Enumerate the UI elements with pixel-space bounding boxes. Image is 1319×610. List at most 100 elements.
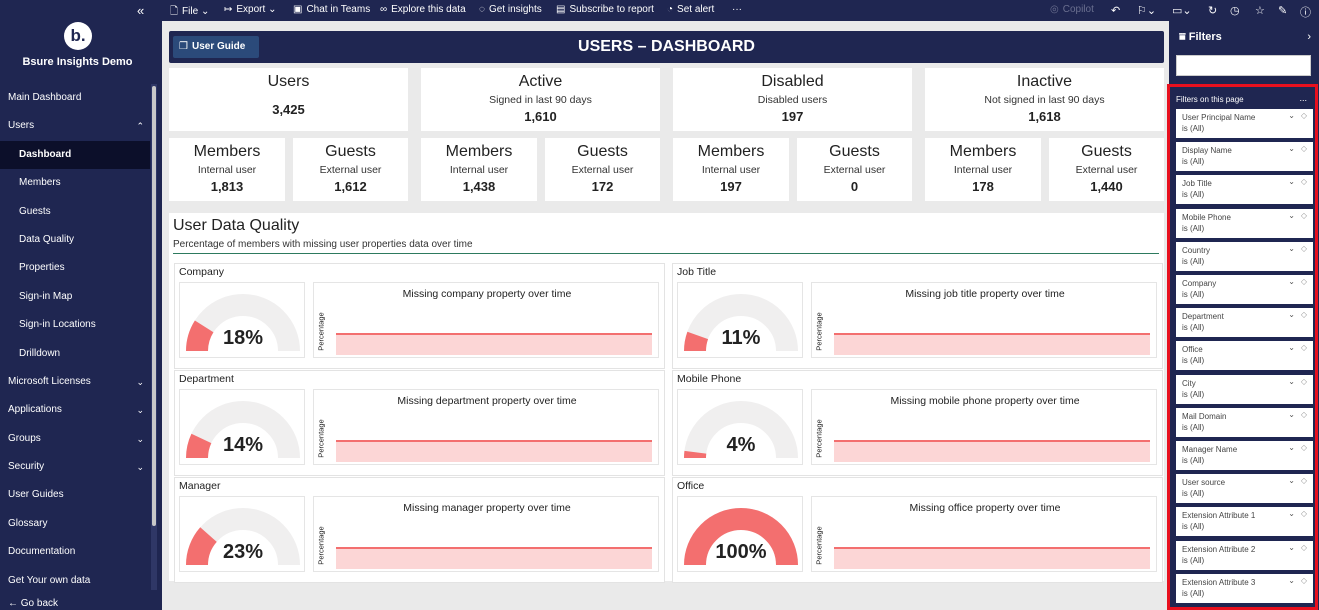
metric-title: Job Title (677, 266, 717, 278)
breakdown-card: Guests External user 1,440 (1049, 138, 1164, 201)
subscribe-button[interactable]: ▤ Subscribe to report (556, 4, 654, 15)
filter-card[interactable]: Country is (All) ⌄ ◇ (1176, 241, 1313, 271)
get-insights-button[interactable]: ◌ Get insights (479, 4, 542, 15)
scrollbar-thumb[interactable] (152, 86, 156, 526)
edit-pencil-icon[interactable]: ✎ (1278, 5, 1288, 17)
filter-card[interactable]: Department is (All) ⌄ ◇ (1176, 308, 1313, 338)
eraser-icon[interactable]: ◇ (1300, 542, 1307, 552)
filter-card[interactable]: Display Name is (All) ⌄ ◇ (1176, 142, 1313, 172)
nav-item[interactable]: Get Your own data (0, 567, 150, 595)
nav-item[interactable]: Sign-in Map (0, 283, 150, 311)
sidebar-scrollbar[interactable] (151, 84, 157, 590)
nav-item[interactable]: Members (0, 169, 150, 197)
chevron-down-icon[interactable]: ⌄ (1288, 376, 1295, 386)
nav-item[interactable]: Security ⌄ (0, 453, 150, 481)
filter-card[interactable]: User Principal Name is (All) ⌄ ◇ (1176, 109, 1313, 138)
nav-item[interactable]: Glossary (0, 510, 150, 538)
filter-card[interactable]: Extension Attribute 3 is (All) ⌄ ◇ (1176, 573, 1313, 603)
eraser-icon[interactable]: ◇ (1300, 376, 1307, 386)
chevron-down-icon[interactable]: ⌄ (1288, 443, 1295, 452)
nav-item[interactable]: User Guides (0, 481, 150, 509)
eraser-icon[interactable]: ◇ (1300, 509, 1307, 519)
metric-title: Department (179, 373, 234, 385)
go-back-link[interactable]: ← Go back (8, 598, 58, 609)
refresh-icon[interactable]: ↻ (1208, 5, 1218, 17)
filter-value: is (All) (1182, 389, 1205, 399)
nav-item[interactable]: Users ⌃ (0, 112, 150, 140)
chevron-down-icon[interactable]: ⌄ (1288, 476, 1295, 486)
eraser-icon[interactable]: ◇ (1300, 210, 1307, 220)
filters-search-input[interactable] (1176, 55, 1311, 76)
chevron-down-icon[interactable]: ⌄ (1288, 277, 1295, 286)
eraser-icon[interactable]: ◇ (1300, 443, 1307, 452)
user-guide-button[interactable]: ❒ User Guide (173, 36, 259, 58)
nav-item[interactable]: Applications ⌄ (0, 396, 150, 424)
filter-card[interactable]: Office is (All) ⌄ ◇ (1176, 341, 1313, 371)
nav-item[interactable]: Microsoft Licenses ⌄ (0, 368, 150, 396)
breakdown-subtitle: Internal user (449, 164, 509, 176)
nav-item[interactable]: Documentation (0, 538, 150, 566)
chevron-down-icon[interactable]: ⌄ (1288, 575, 1295, 585)
filter-card[interactable]: Extension Attribute 1 is (All) ⌄ ◇ (1176, 507, 1313, 537)
filter-card[interactable]: Job Title is (All) ⌄ ◇ (1176, 175, 1313, 205)
nav-item[interactable]: Groups ⌄ (0, 425, 150, 453)
chevron-down-icon[interactable]: ⌄ (1288, 310, 1295, 320)
filter-name: Extension Attribute 1 (1182, 511, 1256, 521)
eraser-icon[interactable]: ◇ (1300, 277, 1307, 286)
eraser-icon[interactable]: ◇ (1300, 144, 1307, 154)
file-menu[interactable]: 🗋 File ⌄ (170, 4, 213, 21)
chevron-up-icon: ⌃ (136, 121, 144, 132)
chat-in-teams-button[interactable]: ▣ Chat in Teams (293, 4, 370, 15)
chevron-down-icon[interactable]: ⌄ (1288, 409, 1295, 419)
chevron-down-icon[interactable]: ⌄ (1288, 243, 1295, 253)
nav-item[interactable]: Main Dashboard (0, 84, 150, 112)
eraser-icon[interactable]: ◇ (1300, 343, 1307, 353)
chevron-down-icon[interactable]: ⌄ (1288, 343, 1295, 353)
more-options-button[interactable]: ··· (732, 4, 742, 15)
filter-card[interactable]: Extension Attribute 2 is (All) ⌄ ◇ (1176, 540, 1313, 570)
eraser-icon[interactable]: ◇ (1300, 111, 1307, 120)
breakdown-title: Members (445, 143, 513, 160)
set-alert-button[interactable]: ◔ Set alert (667, 4, 714, 15)
export-icon: ↦ (224, 4, 233, 15)
chevron-down-icon[interactable]: ⌄ (1288, 111, 1295, 120)
bookmark-icon[interactable]: ⚐⌄ (1137, 5, 1157, 17)
nav-item[interactable]: Drilldown (0, 340, 150, 368)
nav-item[interactable]: Data Quality (0, 226, 150, 254)
chevron-down-icon[interactable]: ⌄ (1288, 177, 1295, 187)
filter-card[interactable]: Company is (All) ⌄ ◇ (1176, 275, 1313, 304)
explore-data-button[interactable]: ∞ Explore this data (380, 4, 466, 15)
nav-item[interactable]: Dashboard (0, 140, 150, 170)
filter-card[interactable]: User source is (All) ⌄ ◇ (1176, 474, 1313, 504)
export-menu[interactable]: ↦ Export ⌄ (224, 4, 280, 15)
comment-icon[interactable]: ◷ (1230, 5, 1240, 17)
view-icon[interactable]: ▭⌄ (1172, 5, 1192, 17)
user-guide-label: User Guide (191, 41, 246, 52)
nav-item[interactable]: Guests (0, 198, 150, 226)
eraser-icon[interactable]: ◇ (1300, 575, 1307, 585)
nav-item[interactable]: Sign-in Locations (0, 311, 150, 339)
more-options-icon[interactable]: ... (1299, 93, 1307, 103)
filters-on-page-label: Filters on this page (1176, 95, 1244, 104)
nav-item[interactable]: Properties (0, 254, 150, 282)
chevron-down-icon[interactable]: ⌄ (1288, 144, 1295, 154)
info-icon[interactable]: ⓘ (1300, 7, 1311, 19)
chevron-down-icon: ⌄ (136, 462, 144, 473)
collapse-sidebar-icon[interactable]: « (137, 3, 145, 18)
filter-card[interactable]: City is (All) ⌄ ◇ (1176, 374, 1313, 404)
filter-card[interactable]: Mail Domain is (All) ⌄ ◇ (1176, 407, 1313, 437)
eraser-icon[interactable]: ◇ (1300, 177, 1307, 187)
filter-card[interactable]: Manager Name is (All) ⌄ ◇ (1176, 441, 1313, 470)
copilot-button[interactable]: ◎ Copilot (1050, 4, 1094, 15)
filter-card[interactable]: Mobile Phone is (All) ⌄ ◇ (1176, 208, 1313, 238)
chevron-down-icon[interactable]: ⌄ (1288, 509, 1295, 519)
undo-icon[interactable]: ↶ (1111, 5, 1121, 17)
eraser-icon[interactable]: ◇ (1300, 243, 1307, 253)
eraser-icon[interactable]: ◇ (1300, 310, 1307, 320)
favorite-star-icon[interactable]: ☆ (1255, 5, 1265, 17)
collapse-filters-icon[interactable]: › (1307, 31, 1311, 43)
chevron-down-icon[interactable]: ⌄ (1288, 210, 1295, 220)
eraser-icon[interactable]: ◇ (1300, 409, 1307, 419)
eraser-icon[interactable]: ◇ (1300, 476, 1307, 486)
chevron-down-icon[interactable]: ⌄ (1288, 542, 1295, 552)
